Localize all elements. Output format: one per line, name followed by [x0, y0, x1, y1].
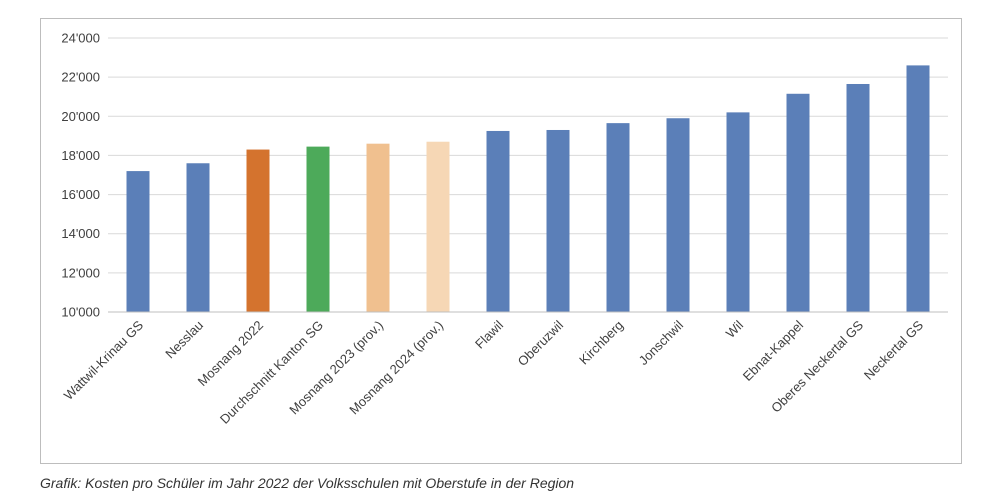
bar [366, 143, 390, 312]
bar [666, 118, 690, 312]
y-tick-label: 20'000 [61, 109, 100, 124]
bar [126, 171, 150, 312]
y-tick-label: 10'000 [61, 305, 100, 320]
bar [486, 130, 510, 312]
x-tick-label: Kirchberg [576, 318, 626, 368]
bar [306, 146, 330, 312]
x-tick-label: Durchschnitt Kanton SG [217, 318, 326, 427]
bar [786, 93, 810, 313]
bar [546, 129, 570, 312]
y-tick-label: 24'000 [61, 31, 100, 46]
x-tick-label: Oberuzwil [515, 317, 567, 369]
bar [246, 149, 270, 312]
bar [726, 112, 750, 312]
x-tick-label: Flawil [472, 317, 506, 351]
bar [186, 163, 210, 312]
y-tick-label: 18'000 [61, 148, 100, 163]
x-tick-label: Wil [723, 317, 746, 340]
bar [606, 123, 630, 312]
x-tick-label: Neckertal GS [861, 317, 926, 382]
y-tick-label: 12'000 [61, 265, 100, 280]
x-tick-label: Ebnat-Kappel [740, 317, 806, 383]
bar [846, 83, 870, 312]
bar [906, 65, 930, 313]
x-tick-label: Nesslau [162, 318, 206, 362]
bar [426, 141, 450, 312]
x-tick-label: Jonschwil [636, 317, 687, 368]
y-tick-label: 22'000 [61, 70, 100, 85]
bar-chart: 10'000 12'000 14'000 16'000 18'000 20'000 22'0… [61, 31, 948, 427]
x-tick-label: Wattwil-Krinau GS [61, 317, 147, 403]
y-tick-label: 16'000 [61, 187, 100, 202]
y-tick-label: 14'000 [61, 226, 100, 241]
chart-caption: Grafik: Kosten pro Schüler im Jahr 2022 … [40, 475, 575, 491]
